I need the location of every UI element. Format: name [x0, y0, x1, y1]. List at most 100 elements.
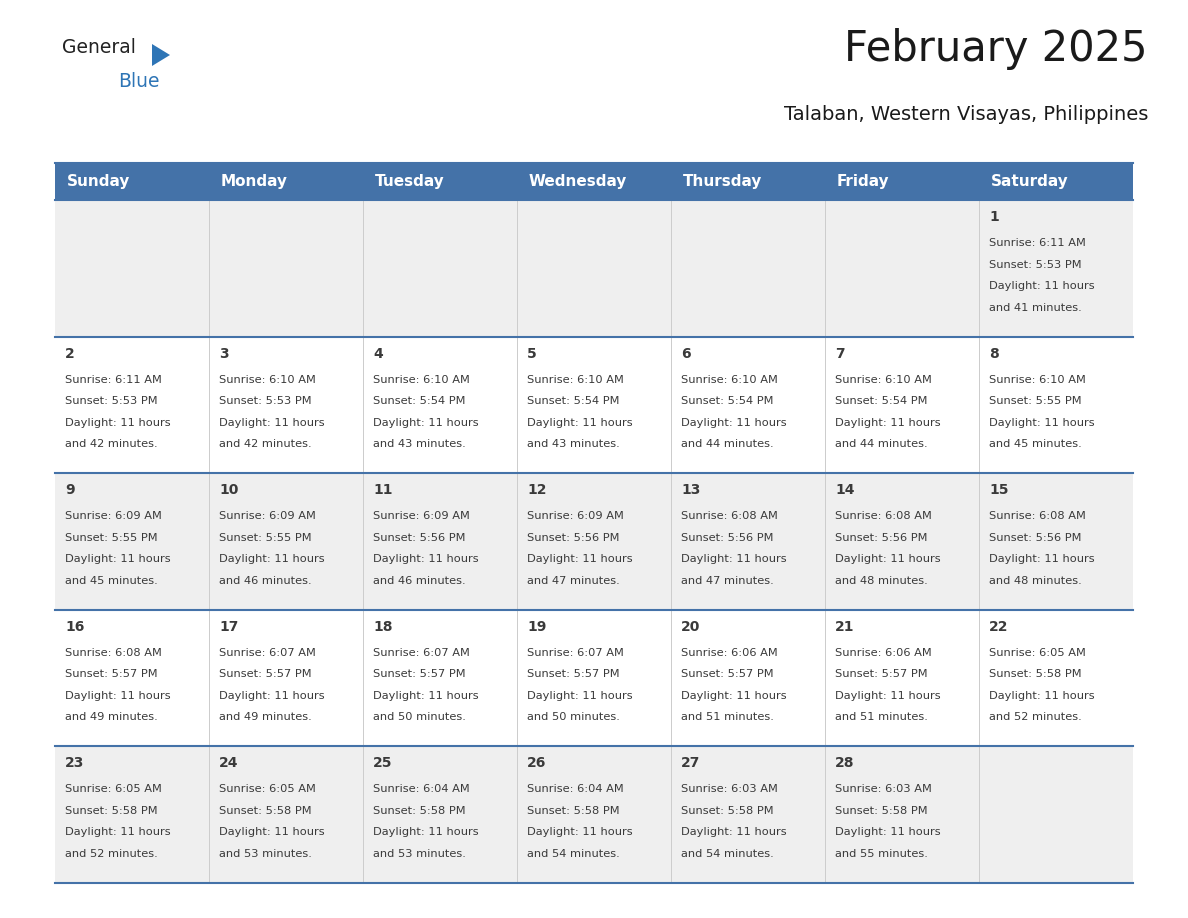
Text: Sunset: 5:53 PM: Sunset: 5:53 PM [219, 396, 311, 406]
Text: Talaban, Western Visayas, Philippines: Talaban, Western Visayas, Philippines [784, 105, 1148, 124]
Text: Daylight: 11 hours: Daylight: 11 hours [219, 554, 324, 565]
Text: and 45 minutes.: and 45 minutes. [988, 439, 1082, 449]
Text: and 53 minutes.: and 53 minutes. [373, 849, 466, 859]
Text: Sunset: 5:58 PM: Sunset: 5:58 PM [527, 806, 620, 816]
Text: 11: 11 [373, 483, 392, 498]
Text: Sunset: 5:54 PM: Sunset: 5:54 PM [527, 396, 619, 406]
Text: Daylight: 11 hours: Daylight: 11 hours [65, 418, 171, 428]
Text: 3: 3 [219, 347, 228, 361]
Text: February 2025: February 2025 [845, 28, 1148, 70]
Text: and 47 minutes.: and 47 minutes. [527, 576, 620, 586]
Text: Sunrise: 6:04 AM: Sunrise: 6:04 AM [527, 784, 624, 794]
Text: Daylight: 11 hours: Daylight: 11 hours [373, 691, 479, 700]
Text: 2: 2 [65, 347, 75, 361]
Text: and 51 minutes.: and 51 minutes. [681, 712, 773, 722]
Text: Sunrise: 6:10 AM: Sunrise: 6:10 AM [527, 375, 624, 385]
Text: Sunset: 5:57 PM: Sunset: 5:57 PM [681, 669, 773, 679]
Text: Sunrise: 6:04 AM: Sunrise: 6:04 AM [373, 784, 469, 794]
Text: Sunset: 5:58 PM: Sunset: 5:58 PM [219, 806, 311, 816]
Text: Sunset: 5:57 PM: Sunset: 5:57 PM [219, 669, 311, 679]
Text: Wednesday: Wednesday [529, 174, 627, 189]
Text: Daylight: 11 hours: Daylight: 11 hours [527, 691, 633, 700]
Text: Daylight: 11 hours: Daylight: 11 hours [219, 691, 324, 700]
Text: Sunset: 5:54 PM: Sunset: 5:54 PM [835, 396, 928, 406]
Text: Daylight: 11 hours: Daylight: 11 hours [835, 691, 941, 700]
Bar [55, 746, 1133, 883]
Text: 15: 15 [988, 483, 1009, 498]
Text: and 48 minutes.: and 48 minutes. [835, 576, 928, 586]
Text: Sunset: 5:56 PM: Sunset: 5:56 PM [681, 532, 773, 543]
Text: Daylight: 11 hours: Daylight: 11 hours [373, 418, 479, 428]
Text: Daylight: 11 hours: Daylight: 11 hours [835, 554, 941, 565]
Text: Sunrise: 6:08 AM: Sunrise: 6:08 AM [65, 648, 162, 658]
Text: Sunrise: 6:08 AM: Sunrise: 6:08 AM [988, 511, 1086, 521]
Text: Daylight: 11 hours: Daylight: 11 hours [988, 554, 1094, 565]
Text: 20: 20 [681, 620, 701, 633]
Bar [55, 610, 1133, 746]
Text: Daylight: 11 hours: Daylight: 11 hours [527, 418, 633, 428]
Text: Thursday: Thursday [683, 174, 763, 189]
Text: 24: 24 [219, 756, 239, 770]
Text: Sunset: 5:56 PM: Sunset: 5:56 PM [527, 532, 619, 543]
Text: Daylight: 11 hours: Daylight: 11 hours [988, 418, 1094, 428]
Text: Sunrise: 6:09 AM: Sunrise: 6:09 AM [65, 511, 162, 521]
Text: 10: 10 [219, 483, 239, 498]
Text: Sunrise: 6:10 AM: Sunrise: 6:10 AM [373, 375, 470, 385]
Bar [55, 337, 1133, 473]
Text: Daylight: 11 hours: Daylight: 11 hours [373, 554, 479, 565]
Text: and 53 minutes.: and 53 minutes. [219, 849, 312, 859]
Text: Sunrise: 6:10 AM: Sunrise: 6:10 AM [681, 375, 778, 385]
Text: Sunset: 5:56 PM: Sunset: 5:56 PM [373, 532, 466, 543]
Text: Sunrise: 6:10 AM: Sunrise: 6:10 AM [835, 375, 931, 385]
Text: Sunrise: 6:11 AM: Sunrise: 6:11 AM [65, 375, 162, 385]
Text: Sunrise: 6:10 AM: Sunrise: 6:10 AM [219, 375, 316, 385]
Text: 8: 8 [988, 347, 999, 361]
Text: and 43 minutes.: and 43 minutes. [527, 439, 620, 449]
Text: and 46 minutes.: and 46 minutes. [219, 576, 311, 586]
Text: 12: 12 [527, 483, 546, 498]
Text: 16: 16 [65, 620, 84, 633]
Text: Daylight: 11 hours: Daylight: 11 hours [681, 691, 786, 700]
Text: 21: 21 [835, 620, 854, 633]
Text: Sunrise: 6:09 AM: Sunrise: 6:09 AM [373, 511, 470, 521]
Text: and 44 minutes.: and 44 minutes. [681, 439, 773, 449]
Text: Sunrise: 6:05 AM: Sunrise: 6:05 AM [988, 648, 1086, 658]
Text: Sunset: 5:58 PM: Sunset: 5:58 PM [65, 806, 158, 816]
Text: Sunrise: 6:03 AM: Sunrise: 6:03 AM [835, 784, 931, 794]
Text: Daylight: 11 hours: Daylight: 11 hours [373, 827, 479, 837]
Text: 1: 1 [988, 210, 999, 224]
Text: 28: 28 [835, 756, 854, 770]
Text: and 44 minutes.: and 44 minutes. [835, 439, 928, 449]
Text: and 52 minutes.: and 52 minutes. [988, 712, 1082, 722]
Text: Sunset: 5:56 PM: Sunset: 5:56 PM [835, 532, 928, 543]
Text: Monday: Monday [221, 174, 287, 189]
Text: and 48 minutes.: and 48 minutes. [988, 576, 1082, 586]
Text: Sunset: 5:58 PM: Sunset: 5:58 PM [988, 669, 1081, 679]
Text: Sunrise: 6:07 AM: Sunrise: 6:07 AM [219, 648, 316, 658]
Text: Sunset: 5:56 PM: Sunset: 5:56 PM [988, 532, 1081, 543]
Text: 18: 18 [373, 620, 392, 633]
Text: Daylight: 11 hours: Daylight: 11 hours [65, 827, 171, 837]
Polygon shape [152, 44, 170, 66]
Text: Daylight: 11 hours: Daylight: 11 hours [527, 827, 633, 837]
Text: Sunset: 5:57 PM: Sunset: 5:57 PM [527, 669, 620, 679]
Text: Sunrise: 6:06 AM: Sunrise: 6:06 AM [681, 648, 778, 658]
Text: Sunset: 5:57 PM: Sunset: 5:57 PM [835, 669, 928, 679]
Text: and 43 minutes.: and 43 minutes. [373, 439, 466, 449]
Text: Daylight: 11 hours: Daylight: 11 hours [219, 827, 324, 837]
Text: Daylight: 11 hours: Daylight: 11 hours [988, 281, 1094, 291]
Text: Sunset: 5:54 PM: Sunset: 5:54 PM [681, 396, 773, 406]
Text: and 54 minutes.: and 54 minutes. [681, 849, 773, 859]
Text: Sunrise: 6:08 AM: Sunrise: 6:08 AM [681, 511, 778, 521]
Text: and 49 minutes.: and 49 minutes. [65, 712, 158, 722]
Text: Sunrise: 6:03 AM: Sunrise: 6:03 AM [681, 784, 778, 794]
Text: and 41 minutes.: and 41 minutes. [988, 303, 1082, 312]
Text: 13: 13 [681, 483, 701, 498]
Text: 9: 9 [65, 483, 75, 498]
Text: Sunset: 5:58 PM: Sunset: 5:58 PM [835, 806, 928, 816]
Text: Sunrise: 6:06 AM: Sunrise: 6:06 AM [835, 648, 931, 658]
Text: 17: 17 [219, 620, 239, 633]
Text: 23: 23 [65, 756, 84, 770]
Text: Sunrise: 6:05 AM: Sunrise: 6:05 AM [65, 784, 162, 794]
Text: Daylight: 11 hours: Daylight: 11 hours [527, 554, 633, 565]
